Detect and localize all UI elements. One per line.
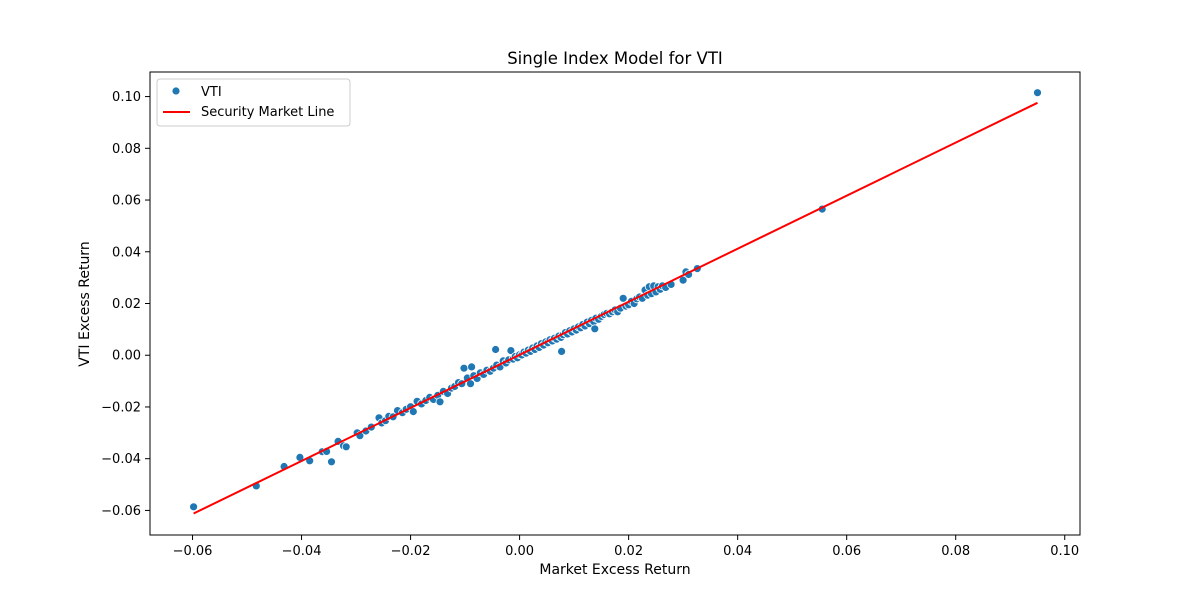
x-axis-label: Market Excess Return xyxy=(539,562,690,578)
data-point xyxy=(1033,88,1042,98)
x-tick-label: 0.08 xyxy=(941,544,970,559)
x-tick-label: −0.06 xyxy=(173,544,213,559)
y-axis-label: VTI Excess Return xyxy=(77,241,93,366)
chart-title: Single Index Model for VTI xyxy=(507,49,723,68)
data-point xyxy=(491,345,501,354)
data-point xyxy=(327,457,336,467)
y-tick-label: −0.06 xyxy=(101,504,141,519)
x-tick-label: 0.00 xyxy=(505,544,534,559)
y-tick-label: −0.04 xyxy=(101,452,141,467)
y-tick-label: 0.00 xyxy=(112,349,141,364)
data-point xyxy=(506,346,516,356)
security-market-line xyxy=(193,101,1038,515)
legend-marker-vti xyxy=(171,86,181,96)
data-point xyxy=(459,363,469,373)
data-point xyxy=(435,397,445,407)
y-tick-label: 0.06 xyxy=(112,194,141,209)
x-tick-label: −0.02 xyxy=(391,544,431,559)
data-point xyxy=(618,293,628,303)
data-point xyxy=(341,442,351,452)
data-point xyxy=(557,346,566,356)
x-tick-label: 0.02 xyxy=(614,544,643,559)
legend-box xyxy=(156,78,351,127)
data-point xyxy=(189,502,199,512)
y-tick-label: −0.02 xyxy=(101,400,141,415)
data-point xyxy=(590,324,600,334)
axes: −0.06 −0.04 −0.02 0.00 0.02 0.04 0.06 0.08 0.10 −… xyxy=(101,71,1081,559)
x-tick-label: 0.04 xyxy=(723,544,752,559)
data-point xyxy=(467,362,477,372)
x-tick-label: 0.10 xyxy=(1050,544,1079,559)
y-tick-label: 0.02 xyxy=(112,297,141,312)
legend-label-vti: VTI xyxy=(201,85,222,100)
y-tick-label: 0.10 xyxy=(112,90,141,105)
y-tick-label: 0.04 xyxy=(112,245,141,260)
legend-label-sml: Security Market Line xyxy=(201,105,334,120)
y-tick-label: 0.08 xyxy=(112,142,141,157)
x-tick-label: −0.04 xyxy=(282,544,322,559)
x-tick-label: 0.06 xyxy=(832,544,861,559)
legend: VTI Security Market Line xyxy=(156,78,351,127)
plot-area xyxy=(189,88,1042,515)
